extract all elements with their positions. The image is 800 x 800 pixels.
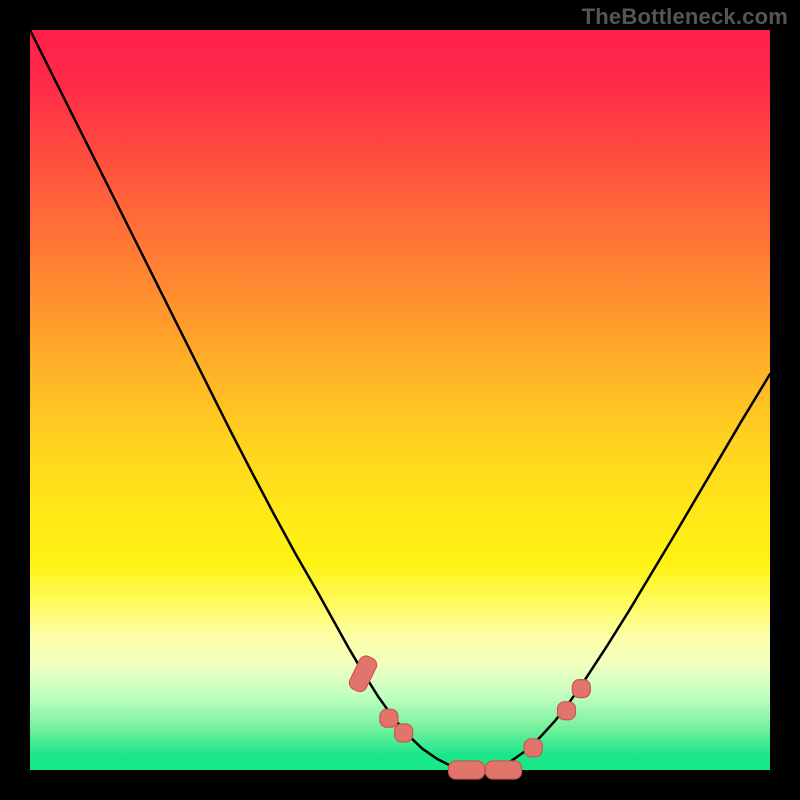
data-marker <box>395 724 413 742</box>
data-marker <box>572 680 590 698</box>
bottleneck-chart: TheBottleneck.com <box>0 0 800 800</box>
data-marker <box>486 761 522 779</box>
data-marker <box>558 702 576 720</box>
data-marker <box>524 739 542 757</box>
chart-canvas <box>0 0 800 800</box>
data-marker <box>449 761 485 779</box>
data-marker <box>380 709 398 727</box>
watermark-text: TheBottleneck.com <box>582 4 788 30</box>
chart-background <box>30 30 770 770</box>
